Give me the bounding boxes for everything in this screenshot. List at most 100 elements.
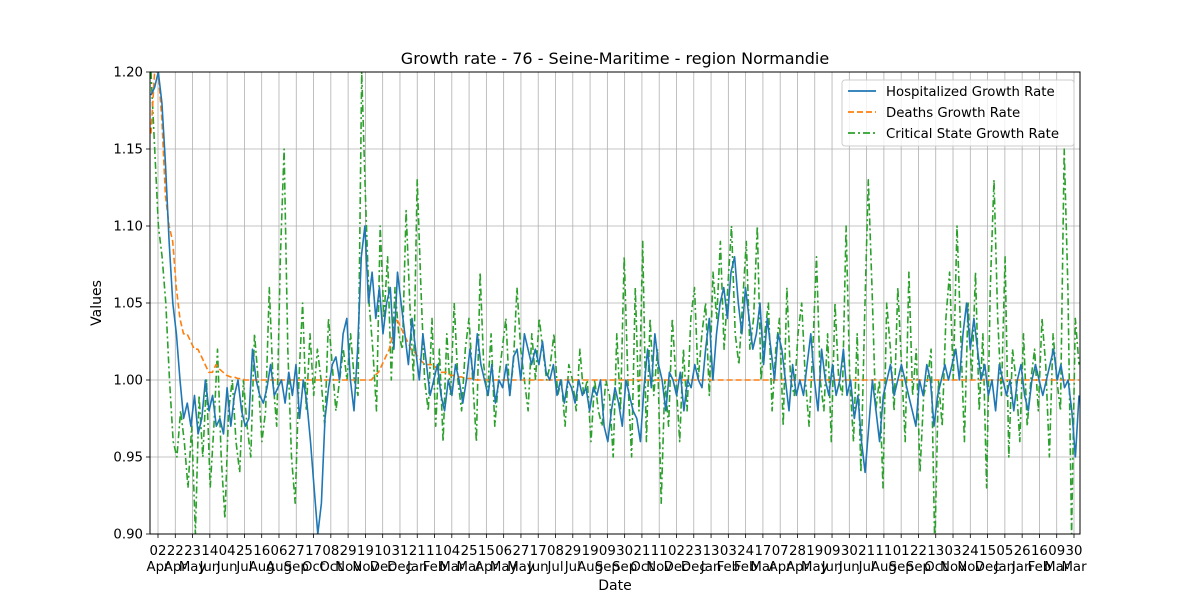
- legend-label-0: Hospitalized Growth Rate: [886, 85, 1055, 100]
- x-tick-day: 15: [478, 544, 495, 559]
- x-tick-month: Nov: [940, 560, 966, 575]
- x-tick-day: 09: [599, 544, 616, 559]
- x-tick-day: 11: [651, 544, 668, 559]
- legend-box: [841, 79, 1075, 147]
- x-tick-month: Nov: [352, 560, 378, 575]
- series-line-0: [150, 72, 1080, 534]
- series-line-1: [150, 72, 1079, 381]
- x-tick-month: Jul: [546, 560, 563, 575]
- x-tick-month: Jun: [527, 560, 549, 575]
- legend: Hospitalized Growth Rate Deaths Growth Ra…: [841, 79, 1075, 147]
- x-tick-day: 11: [875, 544, 892, 559]
- y-tick-label: 1.10: [113, 220, 143, 235]
- x-tick-month: Apr: [164, 560, 188, 575]
- x-tick-day: 30: [841, 544, 858, 559]
- x-tick-month: Mar: [750, 560, 776, 575]
- x-tick-month: Dec: [681, 560, 707, 575]
- x-tick-day: 04: [219, 544, 236, 559]
- x-tick-month: Aug: [266, 560, 292, 575]
- x-tick-month: Mar: [1061, 560, 1087, 575]
- x-tick-day: 23: [184, 544, 201, 559]
- x-tick-month: May: [801, 560, 829, 575]
- x-tick-month: Jun: [838, 560, 860, 575]
- x-tick-day: 22: [167, 544, 184, 559]
- x-tick-day: 31: [392, 544, 409, 559]
- x-tick-month: Nov: [335, 560, 361, 575]
- x-tick-day: 15: [979, 544, 996, 559]
- x-tick-day: 30: [1066, 544, 1083, 559]
- x-tick-month: Apr: [786, 560, 810, 575]
- x-tick-day: 16: [253, 544, 270, 559]
- x-tick-day: 25: [461, 544, 478, 559]
- x-tick-day: 01: [893, 544, 910, 559]
- x-tick-day: 09: [824, 544, 841, 559]
- x-tick-day: 24: [962, 544, 979, 559]
- x-tick-day: 06: [495, 544, 512, 559]
- x-tick-day: 09: [1048, 544, 1065, 559]
- x-tick-month: Aug: [871, 560, 897, 575]
- x-tick-month: May: [179, 560, 207, 575]
- x-tick-month: Mar: [439, 560, 465, 575]
- x-tick-day: 25: [236, 544, 253, 559]
- x-tick-day: 10: [374, 544, 391, 559]
- x-tick-day: 29: [340, 544, 357, 559]
- x-tick-day: 21: [858, 544, 875, 559]
- x-tick-month: Jul: [235, 560, 252, 575]
- y-tick-label: 1.05: [113, 297, 143, 312]
- y-tick-label: 0.90: [113, 528, 143, 543]
- y-tick-label: 1.15: [113, 143, 143, 158]
- x-tick-month: Feb: [734, 560, 758, 575]
- x-tick-month: Jan: [994, 560, 1016, 575]
- x-tick-month: Oct: [630, 560, 653, 575]
- x-tick-month: Dec: [664, 560, 690, 575]
- x-axis: 02Apr22Apr23May14Jun04Jun25Jul16Aug06Aug…: [146, 534, 1087, 575]
- y-axis-label: Values: [89, 280, 105, 326]
- x-tick-day: 29: [564, 544, 581, 559]
- x-axis-label: Date: [598, 578, 631, 594]
- x-tick-month: Feb: [1028, 560, 1052, 575]
- x-tick-month: Jun: [198, 560, 220, 575]
- x-tick-month: Oct: [319, 560, 342, 575]
- x-tick-day: 02: [150, 544, 167, 559]
- x-tick-day: 24: [737, 544, 754, 559]
- x-tick-month: Jul: [564, 560, 581, 575]
- x-tick-day: 21: [633, 544, 650, 559]
- x-tick-month: Dec: [387, 560, 413, 575]
- x-tick-month: Aug: [249, 560, 275, 575]
- x-tick-month: Apr: [146, 560, 170, 575]
- x-tick-month: Jun: [216, 560, 238, 575]
- x-tick-day: 08: [322, 544, 339, 559]
- x-tick-day: 13: [703, 544, 720, 559]
- x-tick-day: 17: [754, 544, 771, 559]
- x-tick-day: 13: [927, 544, 944, 559]
- x-tick-day: 08: [547, 544, 564, 559]
- x-tick-month: May: [507, 560, 535, 575]
- x-tick-day: 19: [582, 544, 599, 559]
- x-tick-day: 27: [288, 544, 305, 559]
- x-tick-day: 11: [426, 544, 443, 559]
- x-tick-month: Apr: [475, 560, 499, 575]
- x-tick-month: Nov: [646, 560, 672, 575]
- x-tick-month: Jun: [821, 560, 843, 575]
- x-tick-day: 17: [305, 544, 322, 559]
- x-tick-day: 28: [789, 544, 806, 559]
- x-tick-month: Sep: [906, 560, 931, 575]
- x-tick-day: 21: [409, 544, 426, 559]
- y-tick-label: 0.95: [113, 451, 143, 466]
- y-tick-label: 1.20: [113, 66, 143, 81]
- y-tick-label: 1.00: [113, 374, 143, 389]
- y-axis: 0.90 0.95 1.00 1.05 1.10 1.15 1.20: [113, 66, 150, 543]
- x-tick-day: 17: [530, 544, 547, 559]
- grid: [150, 71, 1080, 535]
- x-tick-month: Jan: [700, 560, 722, 575]
- x-tick-day: 14: [201, 544, 218, 559]
- x-tick-month: Apr: [769, 560, 793, 575]
- x-tick-day: 06: [271, 544, 288, 559]
- x-tick-day: 23: [685, 544, 702, 559]
- x-tick-day: 27: [512, 544, 529, 559]
- legend-label-1: Deaths Growth Rate: [886, 106, 1020, 121]
- x-tick-month: Mar: [457, 560, 483, 575]
- x-tick-month: Mar: [1044, 560, 1070, 575]
- x-tick-month: Oct: [924, 560, 947, 575]
- x-tick-day: 16: [1031, 544, 1048, 559]
